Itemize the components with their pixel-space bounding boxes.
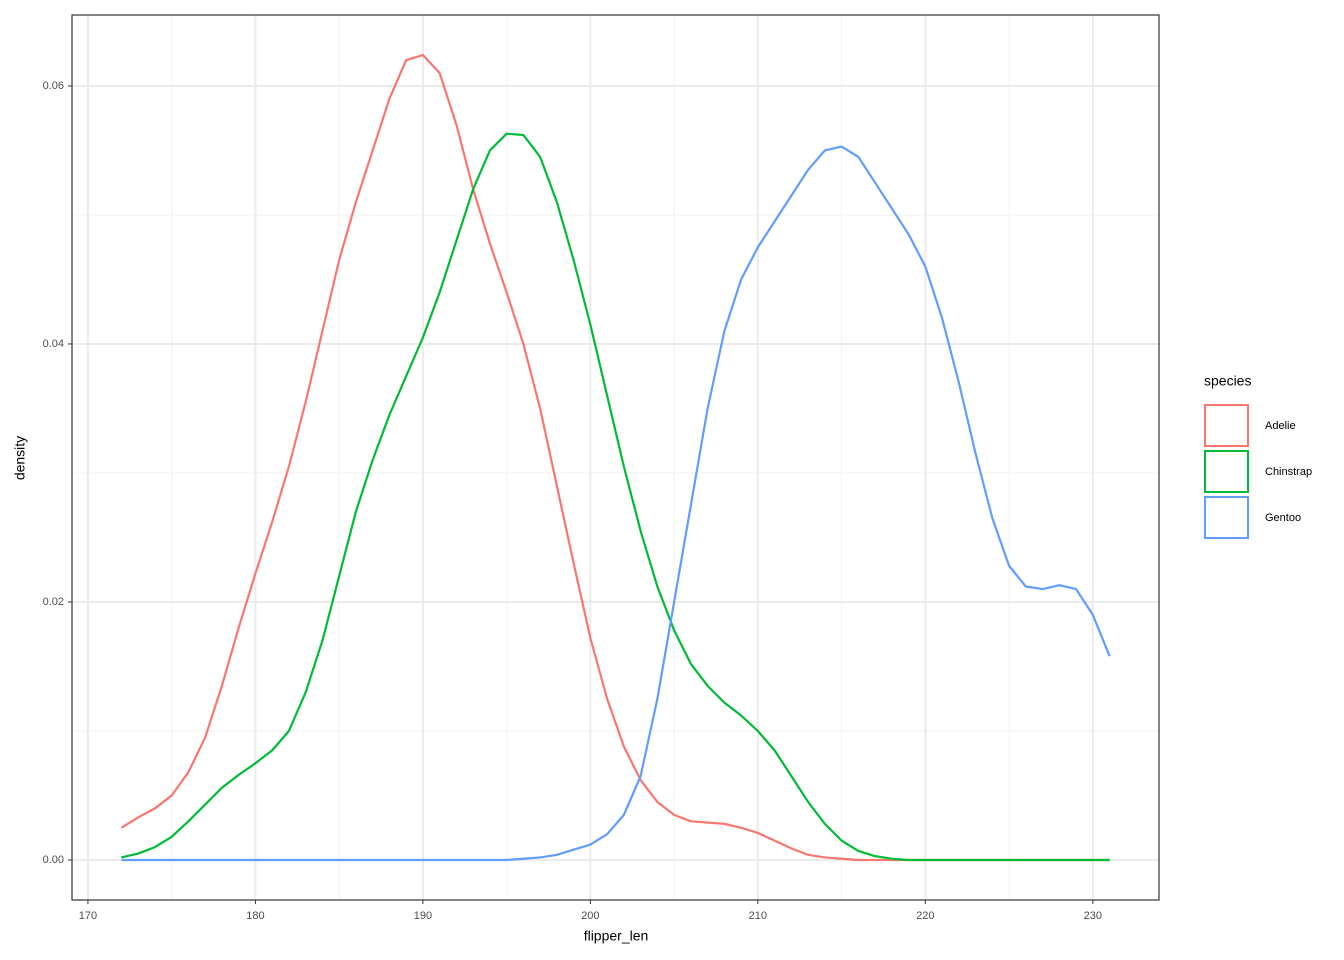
legend-key xyxy=(1204,404,1249,447)
density-line xyxy=(121,145,1111,862)
density-line xyxy=(121,132,1110,862)
density-line xyxy=(120,53,1110,862)
y-axis-title: density xyxy=(12,436,28,480)
x-tick-label: 180 xyxy=(246,910,264,922)
x-tick-label: 200 xyxy=(581,910,599,922)
legend-label: Gentoo xyxy=(1265,512,1301,524)
x-tick-label: 170 xyxy=(79,910,97,922)
legend-label: Adelie xyxy=(1265,420,1296,432)
x-tick-label: 210 xyxy=(749,910,767,922)
legend-label: Chinstrap xyxy=(1265,466,1312,478)
y-tick-label: 0.04 xyxy=(43,338,64,350)
x-tick-label: 190 xyxy=(414,910,432,922)
y-tick-label: 0.06 xyxy=(43,80,64,92)
panel-border xyxy=(71,14,1160,901)
y-tick-label: 0.00 xyxy=(43,854,64,866)
x-axis-title: flipper_len xyxy=(584,928,649,944)
legend-key xyxy=(1204,450,1249,493)
legend-key xyxy=(1204,496,1249,539)
legend-title: species xyxy=(1204,373,1251,389)
x-tick-label: 230 xyxy=(1084,910,1102,922)
x-tick-label: 220 xyxy=(916,910,934,922)
y-tick-label: 0.02 xyxy=(43,596,64,608)
